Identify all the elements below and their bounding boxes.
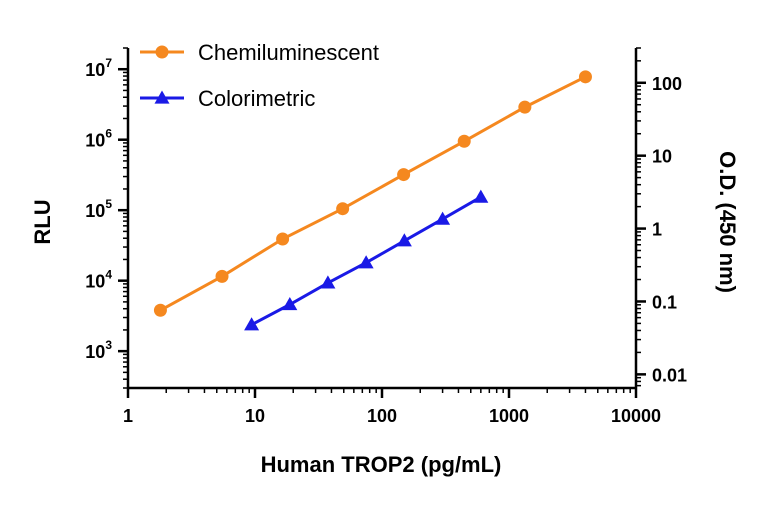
series-colorimetric (244, 189, 489, 331)
data-point (396, 233, 412, 247)
x-tick-label: 1000 (489, 406, 529, 426)
tick-base: 10 (85, 201, 105, 221)
data-point (153, 303, 167, 317)
series-layer (153, 70, 592, 331)
legend-marker (155, 45, 169, 59)
tick-exponent: 4 (105, 268, 112, 282)
y-axis-left-title: RLU (30, 199, 55, 244)
tick-base: 10 (85, 342, 105, 362)
tick-base: 10 (85, 60, 105, 80)
tick-base: 10 (85, 272, 105, 292)
y-left-tick-label: 107 (85, 56, 112, 80)
data-point (336, 202, 350, 216)
legend-marker (154, 90, 170, 104)
x-tick-label: 10000 (611, 406, 661, 426)
data-point (282, 296, 298, 311)
data-point (473, 189, 489, 203)
y-left-tick-label: 104 (85, 268, 112, 292)
y-left-tick-label: 106 (85, 127, 112, 151)
tick-exponent: 6 (105, 127, 112, 141)
tick-exponent: 7 (105, 56, 112, 70)
y-right-tick-label: 10 (652, 147, 672, 167)
legend-item: Colorimetric (140, 86, 315, 111)
legend-label: Colorimetric (198, 86, 315, 111)
tick-base: 10 (85, 131, 105, 151)
y-left-tick-label: 105 (85, 197, 112, 221)
x-tick-label: 10 (245, 406, 265, 426)
legend: Chemiluminescent Colorimetric (140, 40, 379, 111)
axes-layer: 1 10 100 1000 100001031041051061070.010.1110… (85, 47, 687, 426)
y-axis-right-title: O.D. (450 nm) (715, 151, 740, 293)
data-point (358, 255, 374, 269)
y-right-tick-label: 0.01 (652, 365, 687, 385)
y-right-tick-label: 1 (652, 220, 662, 240)
legend-item: Chemiluminescent (140, 40, 379, 65)
data-point (397, 168, 411, 182)
y-left-tick-label: 103 (85, 338, 112, 362)
data-point (435, 211, 451, 225)
x-axis-title: Human TROP2 (pg/mL) (261, 452, 502, 477)
data-point (244, 317, 260, 331)
tick-exponent: 3 (105, 338, 112, 352)
x-tick-label: 100 (367, 406, 397, 426)
y-right-tick-label: 0.1 (652, 292, 677, 312)
series-chemiluminescent (153, 70, 592, 317)
data-point (457, 134, 471, 148)
data-point (215, 269, 229, 283)
data-point (518, 100, 532, 114)
series-line (159, 75, 587, 312)
legend-label: Chemiluminescent (198, 40, 379, 65)
x-tick-label: 1 (123, 406, 133, 426)
y-right-tick-label: 100 (652, 74, 682, 94)
data-point (276, 232, 290, 246)
data-point (578, 70, 592, 84)
data-point (320, 275, 336, 289)
tick-exponent: 5 (105, 197, 112, 211)
